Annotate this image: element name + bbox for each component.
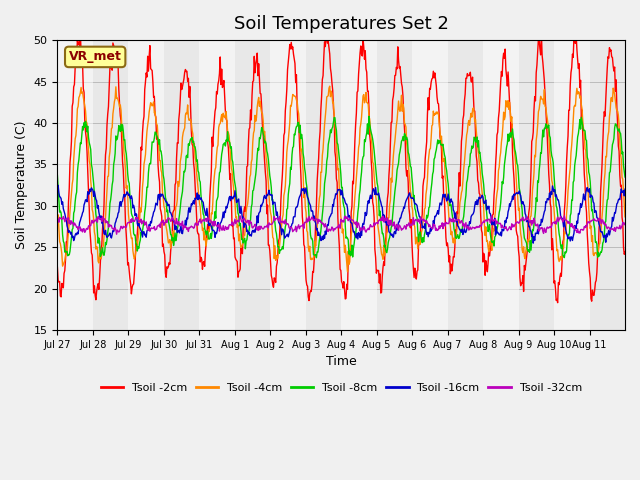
- Bar: [412, 40, 447, 330]
- Tsoil -16cm: [121, 194, 129, 200]
- Tsoil -2cm: [253, 50, 261, 56]
- Tsoil -16cm: [275, 219, 282, 225]
- Tsoil -32cm: [113, 231, 120, 237]
- Tsoil -4cm: [54, 212, 61, 218]
- Tsoil -8cm: [401, 132, 409, 138]
- Bar: [199, 40, 235, 330]
- Tsoil -16cm: [253, 213, 261, 219]
- Tsoil -2cm: [275, 238, 282, 243]
- Text: VR_met: VR_met: [68, 50, 122, 63]
- Tsoil -8cm: [365, 113, 372, 119]
- Bar: [483, 40, 518, 330]
- Tsoil -8cm: [433, 142, 441, 148]
- Tsoil -16cm: [54, 182, 62, 188]
- Tsoil -16cm: [529, 240, 537, 246]
- Tsoil -32cm: [561, 213, 568, 219]
- Tsoil -32cm: [433, 225, 440, 231]
- Tsoil -32cm: [275, 218, 282, 224]
- Tsoil -32cm: [225, 222, 233, 228]
- Bar: [341, 40, 377, 330]
- Bar: [58, 40, 93, 330]
- Tsoil -2cm: [77, 30, 84, 36]
- Tsoil -8cm: [274, 244, 282, 250]
- Tsoil -8cm: [312, 255, 320, 261]
- Tsoil -8cm: [225, 138, 232, 144]
- Tsoil -32cm: [121, 224, 129, 230]
- Tsoil -32cm: [401, 223, 408, 228]
- Tsoil -32cm: [253, 227, 261, 233]
- Tsoil -2cm: [225, 159, 233, 165]
- Line: Tsoil -32cm: Tsoil -32cm: [58, 216, 625, 234]
- Tsoil -8cm: [54, 172, 61, 178]
- Tsoil -2cm: [433, 83, 440, 89]
- Tsoil -4cm: [326, 84, 333, 89]
- Tsoil -2cm: [121, 195, 129, 201]
- Line: Tsoil -16cm: Tsoil -16cm: [58, 185, 625, 243]
- Line: Tsoil -8cm: Tsoil -8cm: [58, 116, 625, 258]
- Title: Soil Temperatures Set 2: Soil Temperatures Set 2: [234, 15, 449, 33]
- Tsoil -4cm: [120, 150, 128, 156]
- Tsoil -2cm: [401, 127, 408, 132]
- Tsoil -32cm: [621, 220, 629, 226]
- Bar: [554, 40, 589, 330]
- Legend: Tsoil -2cm, Tsoil -4cm, Tsoil -8cm, Tsoil -16cm, Tsoil -32cm: Tsoil -2cm, Tsoil -4cm, Tsoil -8cm, Tsoi…: [96, 378, 586, 397]
- Bar: [129, 40, 164, 330]
- Tsoil -16cm: [401, 205, 408, 211]
- Bar: [270, 40, 306, 330]
- Tsoil -8cm: [120, 137, 128, 143]
- Tsoil -32cm: [54, 219, 61, 225]
- Y-axis label: Soil Temperature (C): Soil Temperature (C): [15, 121, 28, 250]
- X-axis label: Time: Time: [326, 355, 356, 369]
- Tsoil -2cm: [621, 249, 629, 255]
- Tsoil -2cm: [54, 264, 61, 270]
- Tsoil -4cm: [401, 121, 409, 127]
- Tsoil -16cm: [433, 212, 440, 218]
- Tsoil -4cm: [274, 255, 282, 261]
- Line: Tsoil -4cm: Tsoil -4cm: [58, 86, 625, 272]
- Tsoil -4cm: [433, 111, 441, 117]
- Line: Tsoil -2cm: Tsoil -2cm: [58, 33, 625, 303]
- Tsoil -4cm: [225, 130, 232, 135]
- Tsoil -16cm: [621, 186, 629, 192]
- Tsoil -4cm: [344, 269, 351, 275]
- Tsoil -8cm: [621, 174, 629, 180]
- Tsoil -16cm: [225, 195, 233, 201]
- Tsoil -16cm: [54, 184, 61, 190]
- Tsoil -2cm: [554, 300, 561, 306]
- Tsoil -4cm: [621, 214, 629, 220]
- Tsoil -4cm: [253, 115, 260, 120]
- Tsoil -8cm: [253, 164, 260, 170]
